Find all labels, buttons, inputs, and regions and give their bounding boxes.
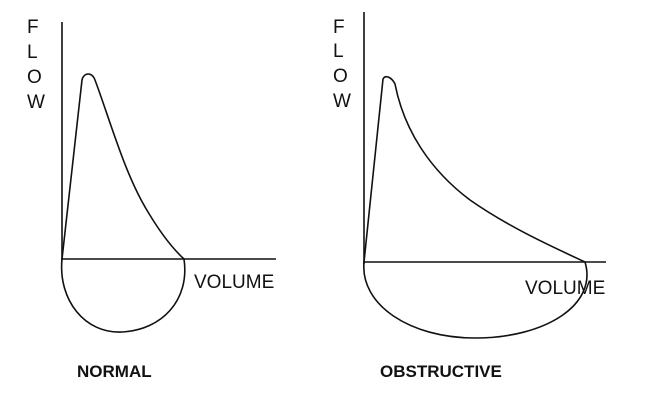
normal-flow-label-letter: L (27, 42, 38, 63)
obstructive-volume-label: VOLUME (525, 278, 605, 299)
obstructive-flow-label-letter: L (333, 41, 344, 62)
obstructive-flow-label-letter: O (333, 66, 348, 87)
normal-flow-label-letter: F (27, 17, 39, 38)
normal-flow-label-letter: W (27, 92, 45, 113)
normal-flow-label-letter: O (27, 67, 42, 88)
panel-obstructive: F L O W VOLUME OBSTRUCTIVE (333, 12, 606, 381)
obstructive-inspiratory-curve (363, 261, 588, 339)
obstructive-flow-label-letter: F (333, 17, 345, 38)
normal-volume-label: VOLUME (194, 272, 274, 293)
normal-inspiratory-curve (60, 258, 186, 333)
panel-normal: F L O W VOLUME NORMAL (27, 17, 276, 381)
obstructive-flow-label-letter: W (333, 91, 351, 112)
obstructive-panel-title: OBSTRUCTIVE (380, 362, 502, 381)
normal-panel-title: NORMAL (77, 362, 152, 381)
normal-expiratory-curve (61, 73, 185, 260)
obstructive-expiratory-curve (363, 76, 586, 263)
